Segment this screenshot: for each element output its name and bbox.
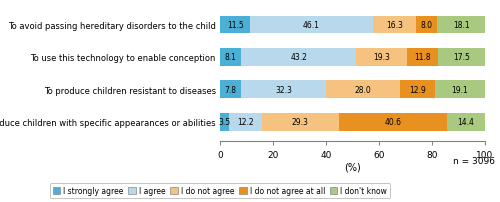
Legend: I strongly agree, I agree, I do not agree, I do not agree at all, I don't know: I strongly agree, I agree, I do not agre… (50, 183, 390, 198)
Text: n = 3096: n = 3096 (453, 157, 495, 166)
Bar (407, 49, 438, 66)
Text: 43.2: 43.2 (290, 53, 307, 62)
Text: 14.4: 14.4 (458, 118, 474, 126)
Text: 17.5: 17.5 (453, 53, 470, 62)
Text: 40.6: 40.6 (384, 118, 402, 126)
Text: 7.8: 7.8 (224, 85, 236, 94)
Text: 11.5: 11.5 (227, 21, 244, 30)
X-axis label: (%): (%) (344, 162, 361, 172)
Bar (438, 49, 484, 66)
Bar (416, 17, 437, 34)
Bar (220, 17, 250, 34)
Bar (434, 81, 486, 99)
Bar (220, 113, 230, 131)
Bar (242, 49, 356, 66)
Text: 8.1: 8.1 (225, 53, 236, 62)
Text: 16.3: 16.3 (386, 21, 402, 30)
Bar (437, 17, 485, 34)
Bar (400, 81, 434, 99)
Text: 3.5: 3.5 (218, 118, 230, 126)
Bar (326, 81, 400, 99)
Bar (447, 113, 485, 131)
Bar (240, 81, 326, 99)
Text: 8.0: 8.0 (420, 21, 432, 30)
Bar (230, 113, 262, 131)
Bar (220, 81, 240, 99)
Text: 12.2: 12.2 (237, 118, 254, 126)
Text: 32.3: 32.3 (275, 85, 292, 94)
Text: 29.3: 29.3 (292, 118, 309, 126)
Bar (339, 113, 447, 131)
Text: 11.8: 11.8 (414, 53, 431, 62)
Bar (250, 17, 372, 34)
Text: 28.0: 28.0 (355, 85, 372, 94)
Text: 18.1: 18.1 (452, 21, 469, 30)
Bar (262, 113, 339, 131)
Bar (220, 49, 242, 66)
Bar (372, 17, 416, 34)
Bar (356, 49, 407, 66)
Text: 19.3: 19.3 (373, 53, 390, 62)
Text: 12.9: 12.9 (409, 85, 426, 94)
Text: 46.1: 46.1 (303, 21, 320, 30)
Text: 19.1: 19.1 (452, 85, 468, 94)
